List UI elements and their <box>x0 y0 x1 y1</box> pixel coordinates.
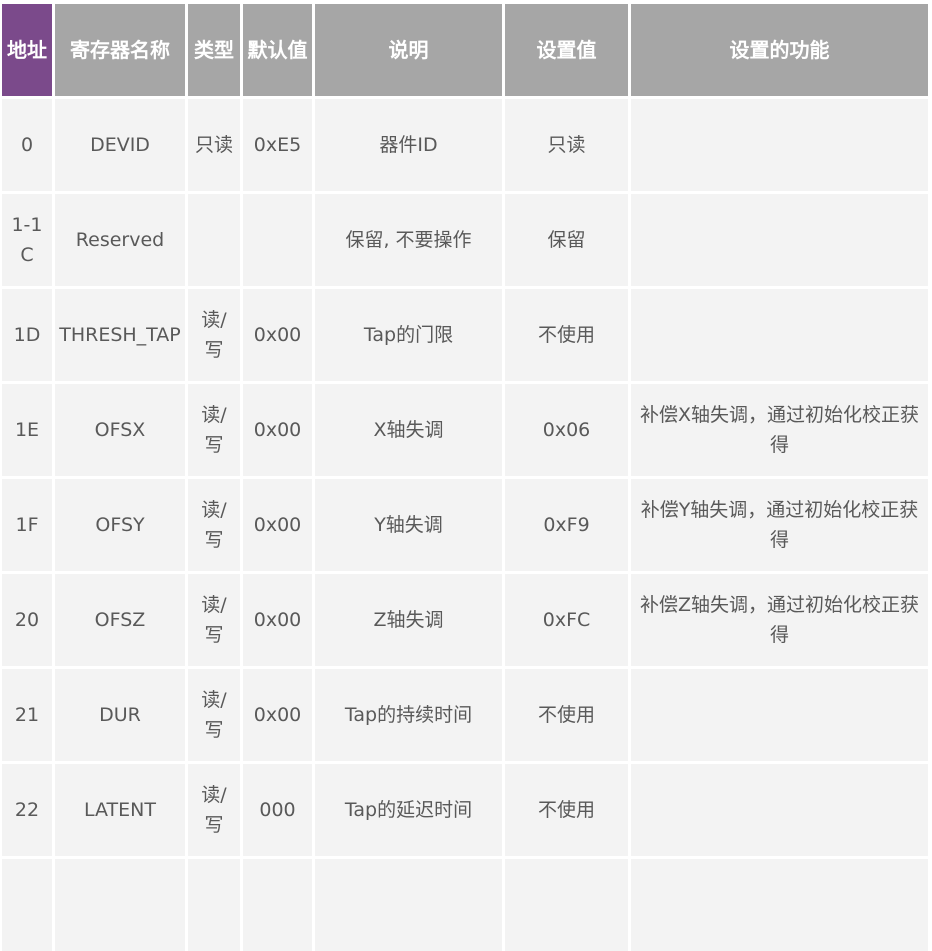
cell-address <box>2 859 52 951</box>
cell-function <box>631 669 928 761</box>
cell-address: 1F <box>2 479 52 571</box>
cell-register-name <box>55 859 185 951</box>
cell-function: 补偿Y轴失调，通过初始化校正获得 <box>631 479 928 571</box>
cell-address: 22 <box>2 764 52 856</box>
cell-address: 21 <box>2 669 52 761</box>
cell-setting-value <box>505 859 628 951</box>
cell-function: 补偿Z轴失调，通过初始化校正获得 <box>631 574 928 666</box>
cell-type: 读/写 <box>188 384 240 476</box>
cell-description: Tap的延迟时间 <box>315 764 502 856</box>
cell-address: 1E <box>2 384 52 476</box>
cell-register-name: DUR <box>55 669 185 761</box>
cell-setting-value: 不使用 <box>505 669 628 761</box>
cell-setting-value: 不使用 <box>505 289 628 381</box>
cell-description: X轴失调 <box>315 384 502 476</box>
cell-function <box>631 99 928 191</box>
cell-description: Tap的门限 <box>315 289 502 381</box>
cell-type: 读/写 <box>188 764 240 856</box>
cell-type <box>188 194 240 286</box>
cell-address: 1D <box>2 289 52 381</box>
cell-address: 20 <box>2 574 52 666</box>
cell-type: 读/写 <box>188 574 240 666</box>
cell-register-name: OFSZ <box>55 574 185 666</box>
cell-function: 补偿X轴失调，通过初始化校正获得 <box>631 384 928 476</box>
cell-type: 读/写 <box>188 289 240 381</box>
cell-description: Tap的持续时间 <box>315 669 502 761</box>
cell-default-value: 0x00 <box>243 574 312 666</box>
header-setting-value: 设置值 <box>505 4 628 96</box>
cell-address: 1-1C <box>2 194 52 286</box>
cell-setting-value: 0xF9 <box>505 479 628 571</box>
cell-default-value: 0x00 <box>243 669 312 761</box>
header-register-name: 寄存器名称 <box>55 4 185 96</box>
cell-description: Z轴失调 <box>315 574 502 666</box>
cell-register-name: DEVID <box>55 99 185 191</box>
cell-register-name: LATENT <box>55 764 185 856</box>
cell-register-name: OFSX <box>55 384 185 476</box>
cell-description: Y轴失调 <box>315 479 502 571</box>
header-address: 地址 <box>2 4 52 96</box>
cell-description: 器件ID <box>315 99 502 191</box>
cell-address: 0 <box>2 99 52 191</box>
cell-function <box>631 764 928 856</box>
cell-setting-value: 保留 <box>505 194 628 286</box>
cell-setting-value: 0xFC <box>505 574 628 666</box>
cell-type: 只读 <box>188 99 240 191</box>
header-function: 设置的功能 <box>631 4 928 96</box>
cell-default-value: 000 <box>243 764 312 856</box>
cell-type <box>188 859 240 951</box>
cell-type: 读/写 <box>188 479 240 571</box>
cell-default-value: 0x00 <box>243 384 312 476</box>
cell-type: 读/写 <box>188 669 240 761</box>
cell-register-name: Reserved <box>55 194 185 286</box>
cell-function <box>631 859 928 951</box>
cell-register-name: THRESH_TAP <box>55 289 185 381</box>
cell-function <box>631 194 928 286</box>
cell-default-value <box>243 194 312 286</box>
register-table: 地址 寄存器名称 类型 默认值 说明 设置值 设置的功能 0 DEVID 只读 0xE5 器件ID 只读… <box>2 4 928 951</box>
header-description: 说明 <box>315 4 502 96</box>
cell-description: 保留, 不要操作 <box>315 194 502 286</box>
cell-default-value: 0x00 <box>243 289 312 381</box>
cell-default-value: 0x00 <box>243 479 312 571</box>
cell-description <box>315 859 502 951</box>
cell-default-value: 0xE5 <box>243 99 312 191</box>
cell-setting-value: 不使用 <box>505 764 628 856</box>
header-default-value: 默认值 <box>243 4 312 96</box>
cell-function <box>631 289 928 381</box>
cell-default-value <box>243 859 312 951</box>
cell-register-name: OFSY <box>55 479 185 571</box>
cell-setting-value: 只读 <box>505 99 628 191</box>
cell-setting-value: 0x06 <box>505 384 628 476</box>
header-type: 类型 <box>188 4 240 96</box>
